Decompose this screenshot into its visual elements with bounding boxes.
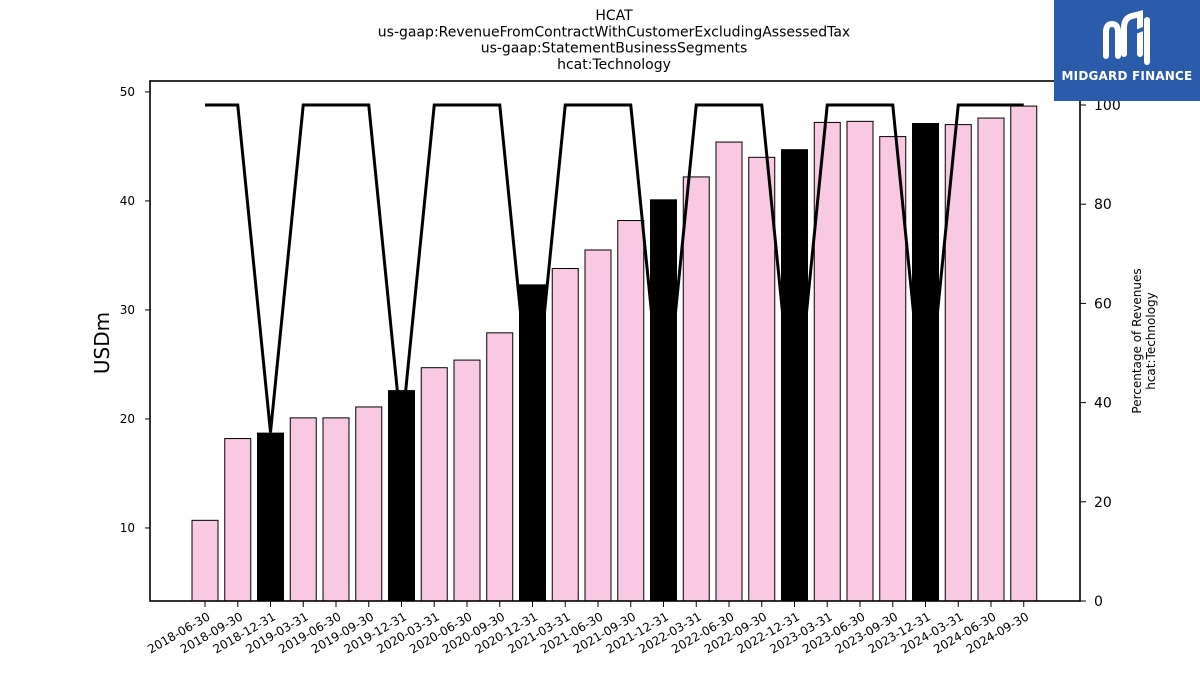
percentage-line-series [205, 103, 1024, 433]
left-tick-label: 30 [120, 303, 135, 317]
bar-2023-06-30 [846, 120, 874, 602]
bar-2021-09-30 [617, 220, 645, 602]
bar-2018-12-31 [257, 432, 284, 602]
right-axis-ticks: 0 20 40 60 80 100 [1080, 98, 1121, 610]
bar-2018-06-30 [191, 519, 219, 602]
right-tick-label: 60 [1094, 296, 1112, 312]
bar-2020-06-30 [453, 359, 481, 602]
bar-2021-06-30 [584, 249, 612, 602]
bar-2022-09-30 [748, 156, 776, 602]
bar-2019-09-30 [355, 406, 383, 602]
right-axis-label-line-1: Percentage of Revenues [1130, 268, 1144, 413]
bar-2021-03-31 [551, 268, 579, 602]
bar-2023-09-30 [879, 136, 907, 602]
y-axis-label: USDm [90, 312, 114, 374]
right-axis-label-line-2: hcat:Technology [1144, 292, 1158, 390]
left-tick-label: 50 [120, 85, 135, 99]
left-tick-label: 10 [120, 521, 135, 535]
left-tick-label: 40 [120, 194, 135, 208]
bar-2022-06-30 [715, 141, 743, 602]
chart-title: HCATus-gaap:RevenueFromContractWithCusto… [378, 8, 850, 73]
bar-2020-09-30 [486, 332, 514, 602]
title-line-3: us-gaap:StatementBusinessSegments [481, 41, 748, 57]
bar-2019-03-31 [289, 417, 317, 602]
bar-series [191, 105, 1038, 602]
logo-text: MIDGARD FINANCE [1061, 69, 1193, 83]
bar-2022-12-31 [781, 149, 808, 602]
bar-2024-09-30 [1010, 105, 1038, 602]
brand-logo: MIDGARD FINANCE [1054, 0, 1200, 101]
right-tick-label: 100 [1094, 98, 1121, 114]
left-tick-label: 20 [120, 412, 135, 426]
bar-2018-09-30 [224, 438, 252, 602]
right-tick-label: 20 [1094, 495, 1112, 511]
right-axis-label: Percentage of Revenues hcat:Technology [1130, 268, 1158, 413]
midgard-logo-icon [1103, 10, 1150, 65]
title-line-2: us-gaap:RevenueFromContractWithCustomerE… [378, 24, 850, 40]
right-tick-label: 40 [1094, 396, 1112, 412]
percentage-line [205, 103, 1024, 433]
right-tick-label: 0 [1094, 594, 1103, 610]
title-line-1: HCAT [595, 8, 633, 24]
bar-2019-06-30 [322, 417, 350, 602]
bar-2022-03-31 [682, 176, 710, 602]
axes [149, 80, 1081, 602]
plot-frame [149, 80, 1081, 602]
bar-2020-03-31 [420, 367, 448, 602]
bar-2023-12-31 [912, 123, 939, 602]
title-line-4: hcat:Technology [557, 57, 671, 73]
bar-2024-06-30 [977, 117, 1005, 602]
left-axis-ticks: 10 20 30 40 50 [120, 85, 150, 535]
x-axis-ticks: 2018-06-302018-09-302018-12-312019-03-31… [145, 601, 1031, 656]
right-tick-label: 80 [1094, 197, 1112, 213]
bar-2021-12-31 [650, 199, 677, 602]
